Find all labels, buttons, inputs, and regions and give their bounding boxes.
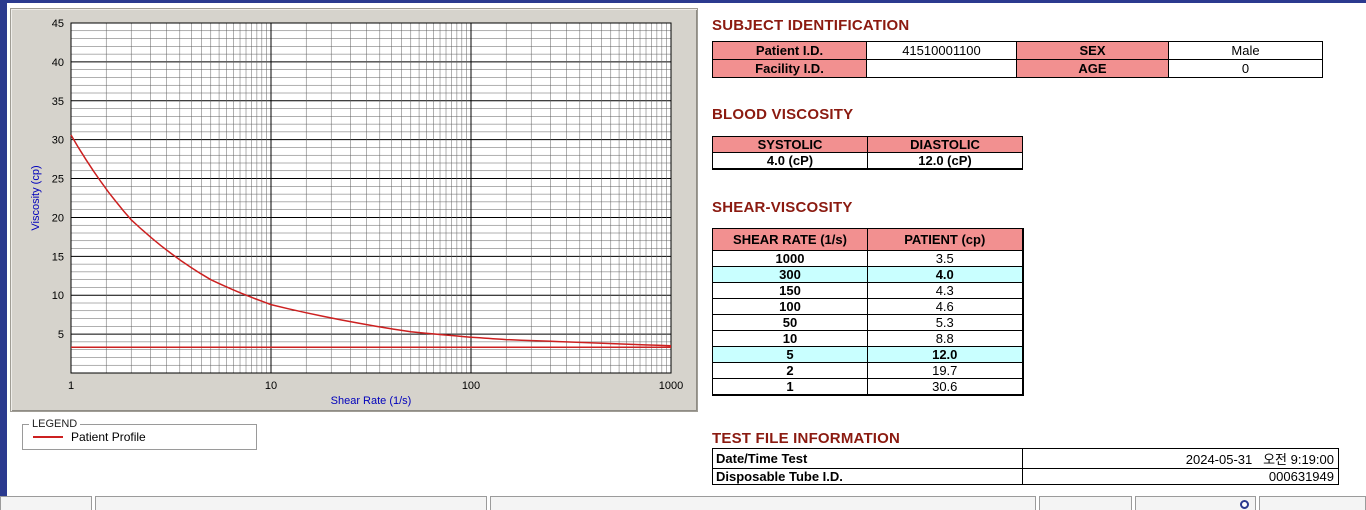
svg-text:Viscosity (cp): Viscosity (cp) — [30, 165, 42, 230]
patient-profile-line-icon — [33, 436, 63, 438]
table-row: Date/Time Test 2024-05-31 오전 9:19:00 — [712, 448, 1339, 469]
patient-cp-cell: 30.6 — [867, 378, 1023, 396]
age-label: AGE — [1016, 59, 1169, 78]
shear-rate-cell: 100 — [712, 298, 868, 315]
shear-row: 1000 3.5 — [712, 250, 1023, 267]
subject-identification-title: SUBJECT IDENTIFICATION — [712, 17, 910, 34]
patient-cp-cell: 19.7 — [867, 362, 1023, 379]
patient-id-label: Patient I.D. — [712, 41, 867, 60]
chart-legend: LEGEND Patient Profile — [22, 418, 257, 450]
sex-value: Male — [1168, 41, 1323, 60]
svg-text:40: 40 — [52, 57, 64, 69]
shear-rate-cell: 150 — [712, 282, 868, 299]
shear-rate-header: SHEAR RATE (1/s) — [712, 228, 868, 251]
test-file-information-title: TEST FILE INFORMATION — [712, 430, 901, 447]
systolic-header: SYSTOLIC — [712, 136, 868, 153]
systolic-value: 4.0 (cP) — [712, 152, 868, 170]
patient-cp-cell: 4.3 — [867, 282, 1023, 299]
svg-text:1000: 1000 — [659, 380, 683, 392]
table-row: Facility I.D. AGE 0 — [712, 59, 1323, 78]
bottom-button-4[interactable] — [1039, 496, 1132, 510]
svg-text:1: 1 — [68, 380, 74, 392]
shear-row: 150 4.3 — [712, 282, 1023, 299]
svg-text:100: 100 — [462, 380, 480, 392]
svg-text:Shear Rate (1/s): Shear Rate (1/s) — [331, 395, 412, 407]
shear-row: 50 5.3 — [712, 314, 1023, 331]
facility-id-label: Facility I.D. — [712, 59, 867, 78]
age-value: 0 — [1168, 59, 1323, 78]
blood-viscosity-title: BLOOD VISCOSITY — [712, 106, 854, 123]
window-left-border — [0, 0, 7, 508]
svg-text:10: 10 — [265, 380, 277, 392]
table-row: Patient I.D. 41510001100 SEX Male — [712, 41, 1323, 60]
shear-row: 1 30.6 — [712, 378, 1023, 396]
date-time-test-label: Date/Time Test — [712, 448, 1023, 469]
subject-identification-table: Patient I.D. 41510001100 SEX Male Facili… — [712, 41, 1323, 78]
date-time-test-value: 2024-05-31 오전 9:19:00 — [1022, 448, 1339, 469]
diastolic-header: DIASTOLIC — [867, 136, 1023, 153]
svg-text:30: 30 — [52, 135, 64, 147]
shear-rate-cell: 10 — [712, 330, 868, 347]
svg-text:5: 5 — [58, 329, 64, 341]
disposable-tube-id-value: 000631949 — [1022, 468, 1339, 485]
patient-cp-cell: 8.8 — [867, 330, 1023, 347]
shear-rate-cell: 300 — [712, 266, 868, 283]
shear-rate-cell: 2 — [712, 362, 868, 379]
table-header-row: SHEAR RATE (1/s) PATIENT (cp) — [712, 228, 1023, 251]
svg-text:20: 20 — [52, 212, 64, 224]
svg-text:15: 15 — [52, 251, 64, 263]
legend-series-label: Patient Profile — [71, 430, 146, 444]
blood-viscosity-table: SYSTOLIC DIASTOLIC 4.0 (cP) 12.0 (cP) — [712, 136, 1023, 170]
disposable-tube-id-label: Disposable Tube I.D. — [712, 468, 1023, 485]
svg-text:10: 10 — [52, 290, 64, 302]
patient-id-value: 41510001100 — [866, 41, 1017, 60]
legend-entry: Patient Profile — [27, 430, 252, 444]
viscosity-chart-canvas: 5 10 15 20 25 30 35 40 45 1 10 100 1000 Shear Rate (1… — [30, 18, 683, 407]
test-file-table: Date/Time Test 2024-05-31 오전 9:19:00 Dis… — [712, 448, 1339, 485]
bottom-button-3[interactable] — [490, 496, 1036, 510]
patient-cp-cell: 4.6 — [867, 298, 1023, 315]
bottom-button-5[interactable] — [1135, 496, 1256, 510]
shear-rate-cell: 1000 — [712, 250, 868, 267]
facility-id-value — [866, 59, 1017, 78]
patient-cp-cell: 4.0 — [867, 266, 1023, 283]
patient-cp-cell: 12.0 — [867, 346, 1023, 363]
shear-row: 2 19.7 — [712, 362, 1023, 379]
shear-row: 100 4.6 — [712, 298, 1023, 315]
svg-text:25: 25 — [52, 174, 64, 186]
viscosity-chart-panel: 5 10 15 20 25 30 35 40 45 1 10 100 1000 Shear Rate (1… — [10, 8, 698, 412]
shear-row: 5 12.0 — [712, 346, 1023, 363]
legend-title: LEGEND — [32, 418, 78, 430]
svg-text:45: 45 — [52, 18, 64, 30]
shear-row: 10 8.8 — [712, 330, 1023, 347]
window-top-border — [0, 0, 1366, 3]
table-row: Disposable Tube I.D. 000631949 — [712, 468, 1339, 485]
svg-text:35: 35 — [52, 96, 64, 108]
table-row: 4.0 (cP) 12.0 (cP) — [712, 152, 1023, 170]
sex-label: SEX — [1016, 41, 1169, 60]
bottom-button-2[interactable] — [95, 496, 487, 510]
table-row: SYSTOLIC DIASTOLIC — [712, 136, 1023, 153]
shear-viscosity-table: SHEAR RATE (1/s) PATIENT (cp) 1000 3.5 300… — [712, 228, 1024, 396]
patient-cp-header: PATIENT (cp) — [867, 228, 1023, 251]
diastolic-value: 12.0 (cP) — [867, 152, 1023, 170]
patient-cp-cell: 5.3 — [867, 314, 1023, 331]
patient-cp-cell: 3.5 — [867, 250, 1023, 267]
shear-row: 300 4.0 — [712, 266, 1023, 283]
shear-rate-cell: 50 — [712, 314, 868, 331]
bottom-button-1[interactable] — [0, 496, 92, 510]
shear-rate-cell: 1 — [712, 378, 868, 396]
shear-viscosity-title: SHEAR-VISCOSITY — [712, 199, 853, 216]
shear-rate-cell: 5 — [712, 346, 868, 363]
